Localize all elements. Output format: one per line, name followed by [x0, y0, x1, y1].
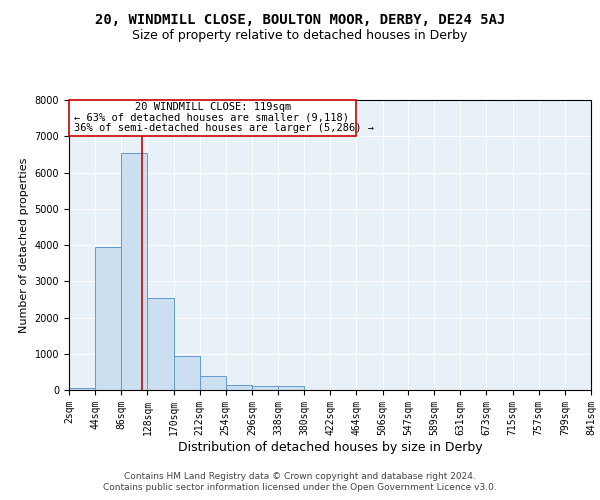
Bar [69, 388, 95, 390]
Bar [173, 356, 200, 390]
Bar [252, 386, 278, 390]
Bar [226, 386, 252, 390]
Text: Contains HM Land Registry data © Crown copyright and database right 2024.: Contains HM Land Registry data © Crown c… [124, 472, 476, 481]
Text: 20, WINDMILL CLOSE, BOULTON MOOR, DERBY, DE24 5AJ: 20, WINDMILL CLOSE, BOULTON MOOR, DERBY,… [95, 12, 505, 26]
Text: Size of property relative to detached houses in Derby: Size of property relative to detached ho… [133, 29, 467, 42]
Bar [69, 100, 356, 136]
Y-axis label: Number of detached properties: Number of detached properties [19, 158, 29, 332]
Bar [121, 152, 148, 390]
Bar [95, 247, 121, 390]
Text: ← 63% of detached houses are smaller (9,118): ← 63% of detached houses are smaller (9,… [74, 112, 349, 122]
Text: 20 WINDMILL CLOSE: 119sqm: 20 WINDMILL CLOSE: 119sqm [134, 102, 291, 113]
Text: Contains public sector information licensed under the Open Government Licence v3: Contains public sector information licen… [103, 484, 497, 492]
Bar [278, 386, 304, 390]
Bar [148, 298, 173, 390]
Bar [200, 376, 226, 390]
Text: 36% of semi-detached houses are larger (5,286) →: 36% of semi-detached houses are larger (… [74, 123, 374, 133]
X-axis label: Distribution of detached houses by size in Derby: Distribution of detached houses by size … [178, 440, 482, 454]
